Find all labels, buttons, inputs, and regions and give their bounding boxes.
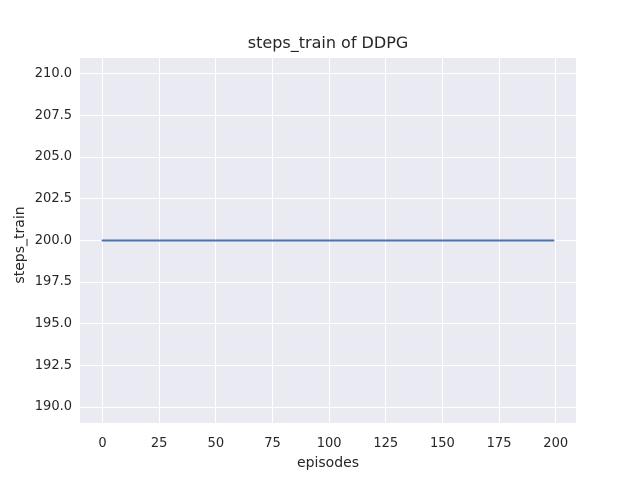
y-tick-label: 205.0: [34, 149, 72, 165]
x-tick-label: 75: [264, 436, 281, 451]
chart-title: steps_train of DDPG: [247, 33, 409, 52]
x-tick-label: 150: [430, 436, 455, 451]
x-tick-label: 25: [150, 436, 168, 451]
y-tick-label: 207.5: [34, 107, 72, 123]
y-tick-label: 210.0: [34, 65, 72, 81]
y-axis-label: steps_train: [12, 206, 28, 284]
y-tick-label: 195.0: [34, 315, 72, 331]
x-tick-label: 175: [486, 436, 512, 451]
x-tick-label: 50: [207, 436, 225, 451]
y-tick-label: 190.0: [34, 399, 72, 415]
gridline-horizontal: [80, 406, 576, 408]
series-layer: [101, 239, 555, 242]
gridline-horizontal: [80, 73, 576, 75]
x-axis-label: episodes: [296, 455, 360, 471]
gridline-horizontal: [80, 198, 576, 200]
x-tick-label: 0: [98, 436, 107, 451]
gridline-horizontal: [80, 156, 576, 158]
y-tick-label: 197.5: [34, 274, 72, 290]
gridline-horizontal: [80, 281, 576, 283]
x-tick-label: 200: [543, 436, 569, 451]
x-tick-label: 125: [373, 436, 399, 451]
y-tick-label: 200.0: [34, 232, 72, 248]
y-tick-label: 202.5: [34, 190, 72, 206]
gridline-horizontal: [80, 323, 576, 325]
gridline-horizontal: [80, 115, 576, 116]
gridline-horizontal: [80, 365, 576, 366]
plot-area: [80, 58, 576, 423]
y-tick-label: 192.5: [34, 357, 72, 373]
x-tick-label: 100: [316, 436, 342, 451]
